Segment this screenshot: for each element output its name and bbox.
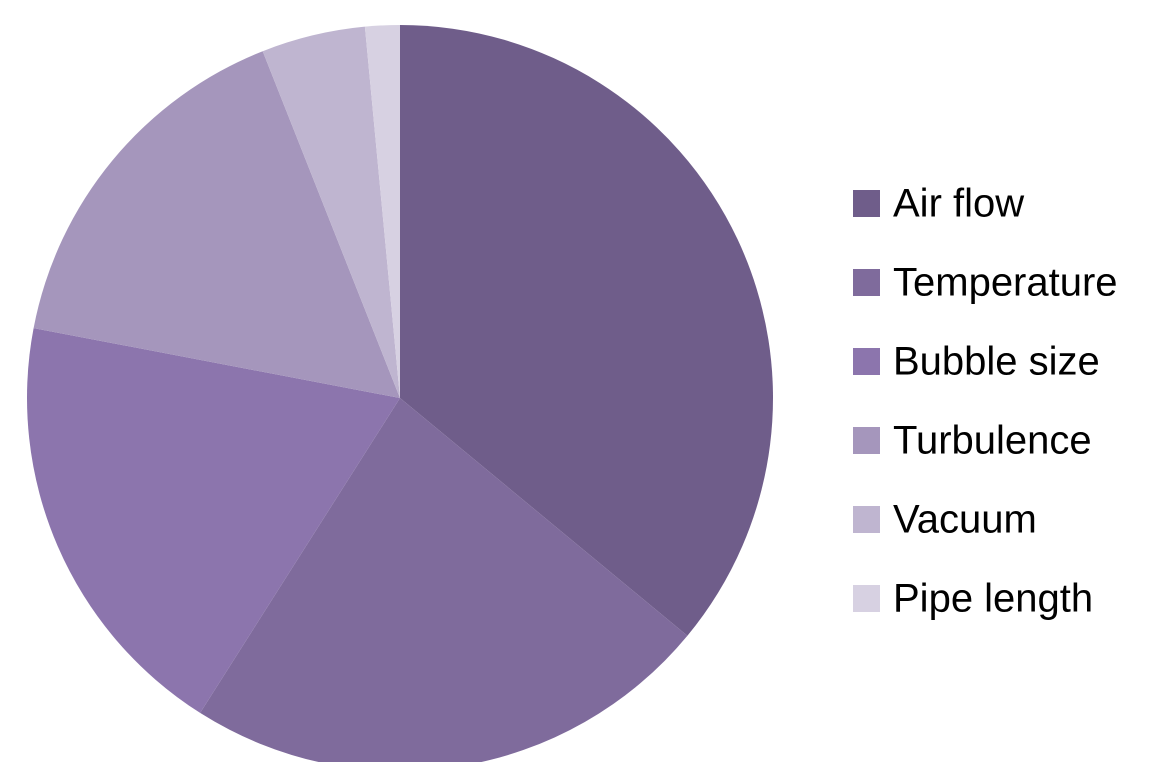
legend-swatch (853, 190, 880, 217)
legend-swatch (853, 506, 880, 533)
pie-slice (400, 25, 774, 636)
legend-label: Pipe length (893, 577, 1093, 621)
legend-swatch (853, 348, 880, 375)
legend-swatch (853, 427, 880, 454)
legend-label: Vacuum (893, 498, 1037, 542)
pie-slice (33, 51, 400, 399)
pie-slice (27, 328, 401, 713)
legend-label: Temperature (893, 261, 1118, 305)
legend-swatch (853, 585, 880, 612)
legend-label: Bubble size (893, 340, 1100, 384)
pie-slice (262, 26, 400, 398)
pie-slice (364, 25, 400, 398)
legend-label: Turbulence (893, 419, 1092, 463)
pie-slice (200, 398, 688, 762)
legend-swatch (853, 269, 880, 296)
legend-label: Air flow (893, 182, 1024, 226)
